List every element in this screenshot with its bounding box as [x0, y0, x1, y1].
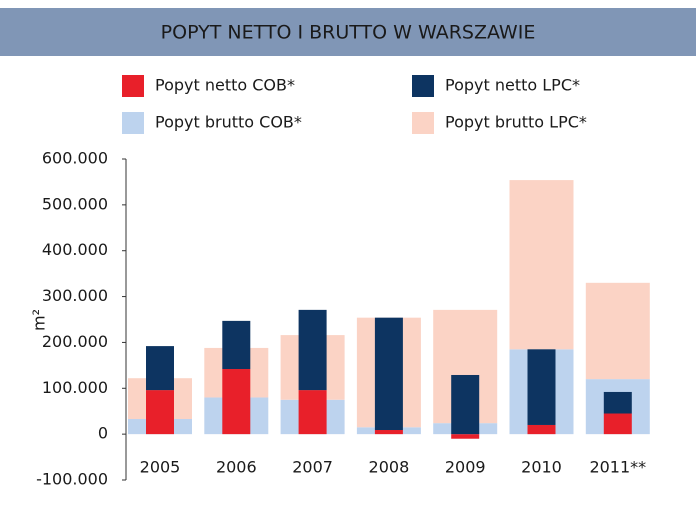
x-tick-label: 2010 — [521, 458, 562, 477]
bar — [298, 309, 327, 391]
x-tick-label: 2011** — [589, 458, 646, 477]
legend-label: Popyt netto COB* — [155, 76, 295, 95]
bar — [451, 434, 480, 439]
x-tick-label: 2005 — [140, 458, 181, 477]
x-tick-label: 2006 — [216, 458, 257, 477]
bar — [527, 424, 556, 435]
title-bar — [0, 8, 696, 56]
bar — [146, 390, 174, 435]
chart-title: POPYT NETTO I BRUTTO W WARSZAWIE — [161, 22, 536, 44]
bar — [222, 320, 251, 370]
legend-swatch — [122, 75, 144, 97]
y-tick-label: 200.000 — [42, 332, 108, 351]
x-tick-label: 2009 — [445, 458, 486, 477]
legend-swatch — [412, 75, 434, 97]
y-tick-label: 300.000 — [42, 286, 108, 305]
bar — [509, 180, 574, 350]
bar — [146, 346, 174, 391]
bar — [603, 413, 632, 435]
legend-swatch — [122, 112, 144, 134]
bar — [222, 369, 251, 435]
legend-label: Popyt brutto LPC* — [445, 113, 587, 132]
bar — [527, 349, 556, 425]
x-tick-label: 2007 — [292, 458, 333, 477]
y-tick-label: 600.000 — [42, 149, 108, 168]
legend-label: Popyt netto LPC* — [445, 76, 580, 95]
bar — [298, 390, 327, 435]
y-tick-label: 500.000 — [42, 194, 108, 213]
bar — [603, 391, 632, 414]
y-tick-label: 400.000 — [42, 240, 108, 259]
y-axis-label: m² — [30, 309, 49, 331]
y-tick-label: 100.000 — [42, 378, 108, 397]
legend-label: Popyt brutto COB* — [155, 113, 302, 132]
bar — [585, 282, 650, 380]
bar — [451, 374, 480, 435]
bar — [374, 317, 403, 431]
legend-swatch — [412, 112, 434, 134]
y-tick-label: -100.000 — [36, 470, 108, 489]
bar — [374, 430, 403, 435]
y-tick-label: 0 — [98, 424, 108, 443]
x-tick-label: 2008 — [369, 458, 410, 477]
